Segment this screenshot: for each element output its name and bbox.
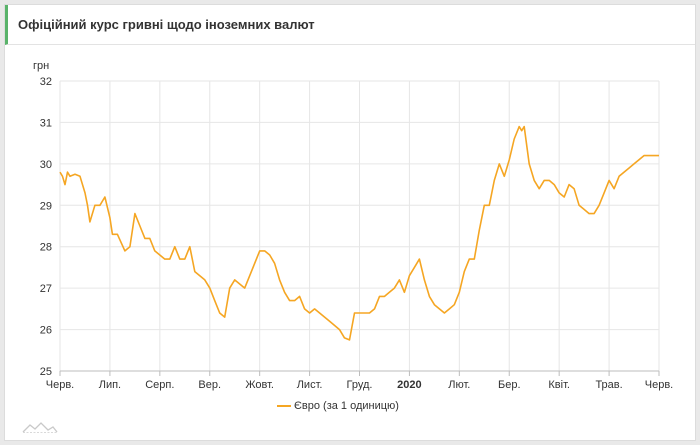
y-tick-label: 26 (40, 325, 52, 337)
x-tick-label: 2020 (397, 379, 421, 391)
x-tick-label: Жовт. (245, 379, 274, 391)
x-tick-label: Серп. (145, 379, 174, 391)
x-tick-label: Черв. (46, 379, 74, 391)
x-tick-label: Лист. (297, 379, 323, 391)
legend-swatch (277, 405, 291, 407)
x-tick-label: Квіт. (548, 379, 570, 391)
x-gridlines (60, 81, 659, 376)
y-tick-label: 27 (40, 283, 52, 295)
x-tick-label: Лип. (99, 379, 121, 391)
x-tick-labels: Черв. Лип. Серп. Вер. Жовт. Лист. Груд. 2020 Лют… (46, 379, 673, 391)
y-tick-label: 31 (40, 117, 52, 129)
x-tick-label: Бер. (498, 379, 521, 391)
x-tick-label: Черв. (645, 379, 673, 391)
y-tick-label: 28 (40, 242, 52, 254)
x-tick-label: Вер. (198, 379, 221, 391)
x-tick-label: Лют. (448, 379, 470, 391)
legend-label: Євро (за 1 одиницю) (294, 400, 399, 412)
x-tick-label: Трав. (595, 379, 622, 391)
y-axis-label: грн (33, 60, 49, 72)
y-tick-labels: 25 26 27 28 29 30 31 32 (40, 76, 52, 378)
y-tick-label: 25 (40, 366, 52, 378)
mountain-logo-icon (22, 420, 58, 434)
y-tick-label: 30 (40, 159, 52, 171)
x-tick-label: Груд. (347, 379, 373, 391)
legend[interactable]: Євро (за 1 одиницю) (277, 400, 399, 412)
y-tick-label: 29 (40, 200, 52, 212)
y-tick-label: 32 (40, 76, 52, 88)
